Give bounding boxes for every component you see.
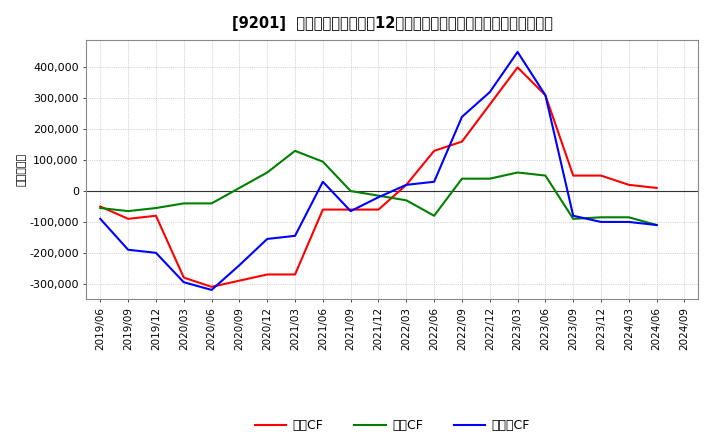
フリーCF [569,213,577,218]
Title: [9201]  キャッシュフローの12か月移動合計の対前年同期増減額の推移: [9201] キャッシュフローの12か月移動合計の対前年同期増減額の推移 [232,16,553,32]
営業CF [458,139,467,144]
投賄CF [458,176,467,181]
投賄CF [485,176,494,181]
フリーCF [318,179,327,184]
営業CF [235,278,243,283]
営業CF [597,173,606,178]
営業CF [318,207,327,212]
フリーCF [152,250,161,256]
Line: フリーCF: フリーCF [100,52,657,290]
フリーCF [458,114,467,120]
フリーCF [541,92,550,98]
投賄CF [346,188,355,194]
フリーCF [207,287,216,293]
営業CF [513,65,522,70]
営業CF [430,148,438,154]
フリーCF [374,194,383,200]
投賄CF [624,215,633,220]
Line: 営業CF: 営業CF [100,67,657,287]
フリーCF [652,222,661,227]
営業CF [152,213,161,218]
営業CF [96,204,104,209]
投賄CF [541,173,550,178]
投賄CF [179,201,188,206]
フリーCF [96,216,104,221]
投賄CF [597,215,606,220]
営業CF [402,182,410,187]
投賄CF [402,198,410,203]
フリーCF [513,49,522,55]
フリーCF [430,179,438,184]
フリーCF [263,236,271,242]
フリーCF [124,247,132,253]
投賄CF [513,170,522,175]
営業CF [346,207,355,212]
フリーCF [485,89,494,95]
投賄CF [152,205,161,211]
フリーCF [291,233,300,238]
営業CF [124,216,132,221]
営業CF [374,207,383,212]
フリーCF [235,263,243,268]
投賄CF [291,148,300,154]
フリーCF [179,279,188,285]
フリーCF [402,182,410,187]
Legend: 営業CF, 投賄CF, フリーCF: 営業CF, 投賄CF, フリーCF [250,414,535,437]
フリーCF [597,219,606,224]
フリーCF [346,209,355,214]
フリーCF [624,219,633,224]
投賄CF [207,201,216,206]
営業CF [485,102,494,107]
営業CF [624,182,633,187]
営業CF [263,272,271,277]
投賄CF [124,209,132,214]
投賄CF [263,170,271,175]
投賄CF [96,205,104,211]
営業CF [291,272,300,277]
営業CF [179,275,188,280]
投賄CF [652,222,661,227]
営業CF [652,185,661,191]
投賄CF [235,185,243,191]
投賄CF [430,213,438,218]
投賄CF [374,193,383,198]
営業CF [207,284,216,290]
投賄CF [318,159,327,164]
Line: 投賄CF: 投賄CF [100,151,657,225]
営業CF [569,173,577,178]
営業CF [541,92,550,98]
投賄CF [569,216,577,221]
Y-axis label: （百万円）: （百万円） [17,153,27,186]
